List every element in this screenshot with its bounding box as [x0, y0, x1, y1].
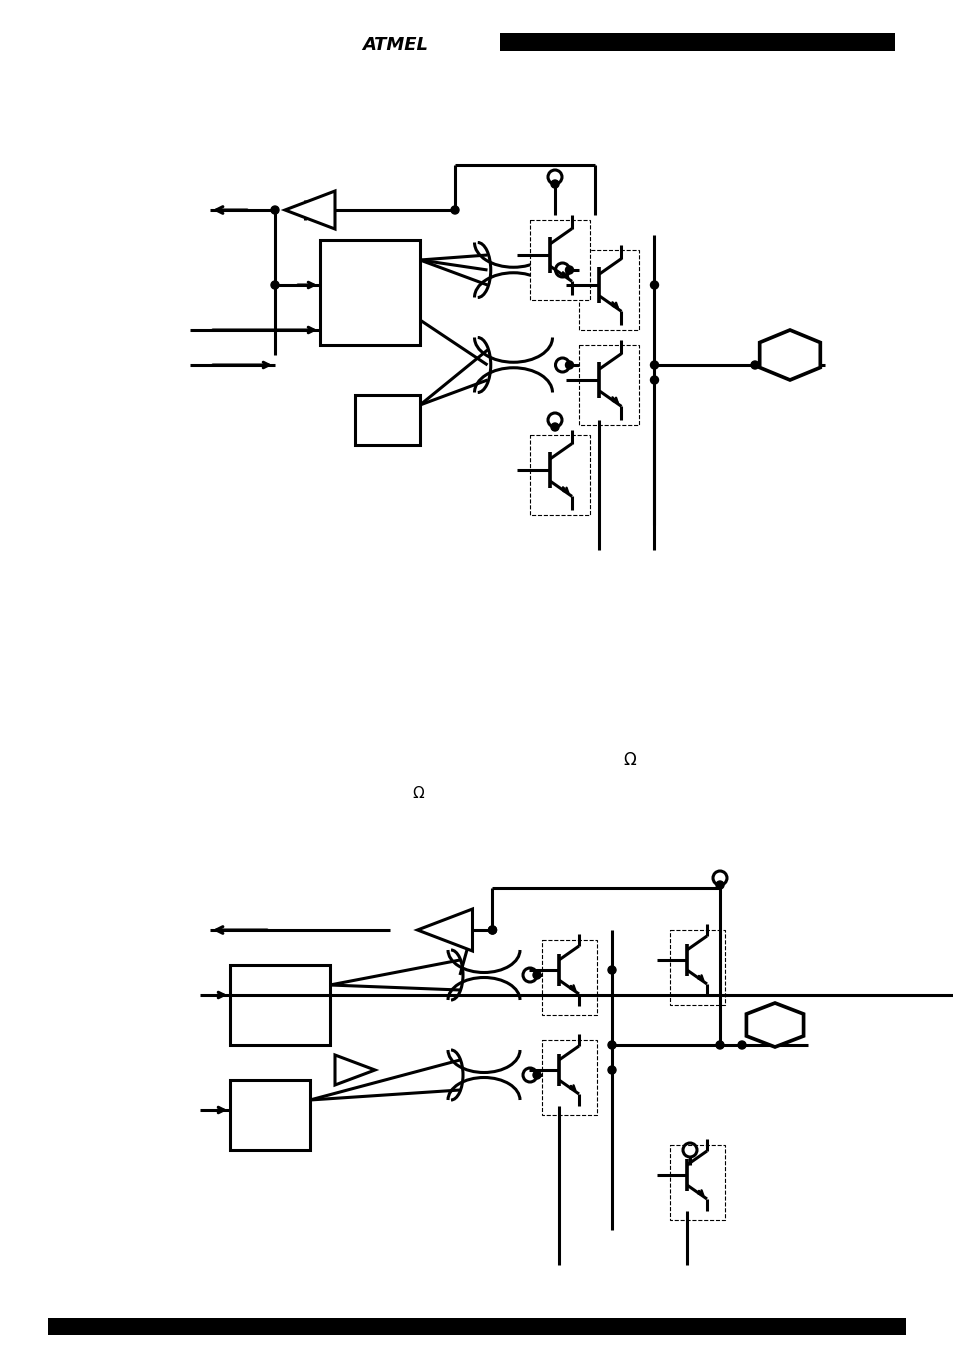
Text: Ω: Ω — [412, 785, 423, 801]
Bar — [541, 940, 597, 1015]
Bar — [48, 1319, 905, 1335]
Bar — [578, 345, 639, 426]
Circle shape — [716, 881, 723, 889]
Circle shape — [488, 925, 496, 934]
Circle shape — [488, 925, 496, 934]
Circle shape — [650, 361, 658, 369]
Bar — [230, 965, 330, 1046]
Circle shape — [607, 1042, 616, 1048]
Circle shape — [271, 205, 278, 213]
Polygon shape — [335, 1055, 375, 1085]
Polygon shape — [745, 1002, 802, 1047]
Circle shape — [451, 205, 458, 213]
Circle shape — [750, 361, 759, 369]
Circle shape — [271, 281, 278, 289]
Bar — [319, 240, 419, 345]
Circle shape — [738, 1042, 745, 1048]
Bar — [355, 394, 419, 444]
Circle shape — [607, 1066, 616, 1074]
Circle shape — [650, 376, 658, 384]
Circle shape — [565, 266, 573, 274]
Bar — [230, 1079, 310, 1150]
Polygon shape — [417, 909, 472, 951]
Text: ATMEL: ATMEL — [361, 36, 428, 54]
Text: Ω: Ω — [623, 751, 636, 769]
Circle shape — [533, 971, 540, 979]
Bar — [578, 250, 639, 330]
Circle shape — [551, 423, 558, 431]
Circle shape — [650, 281, 658, 289]
Circle shape — [716, 1042, 723, 1048]
Circle shape — [565, 361, 573, 369]
Bar — [530, 220, 589, 300]
Bar — [499, 32, 894, 51]
Bar — [669, 929, 724, 1005]
Bar — [530, 435, 589, 515]
Bar — [669, 1146, 724, 1220]
Circle shape — [551, 180, 558, 188]
Circle shape — [533, 1071, 540, 1079]
Circle shape — [607, 966, 616, 974]
Bar — [541, 1040, 597, 1115]
Polygon shape — [285, 190, 335, 230]
Polygon shape — [759, 330, 820, 380]
